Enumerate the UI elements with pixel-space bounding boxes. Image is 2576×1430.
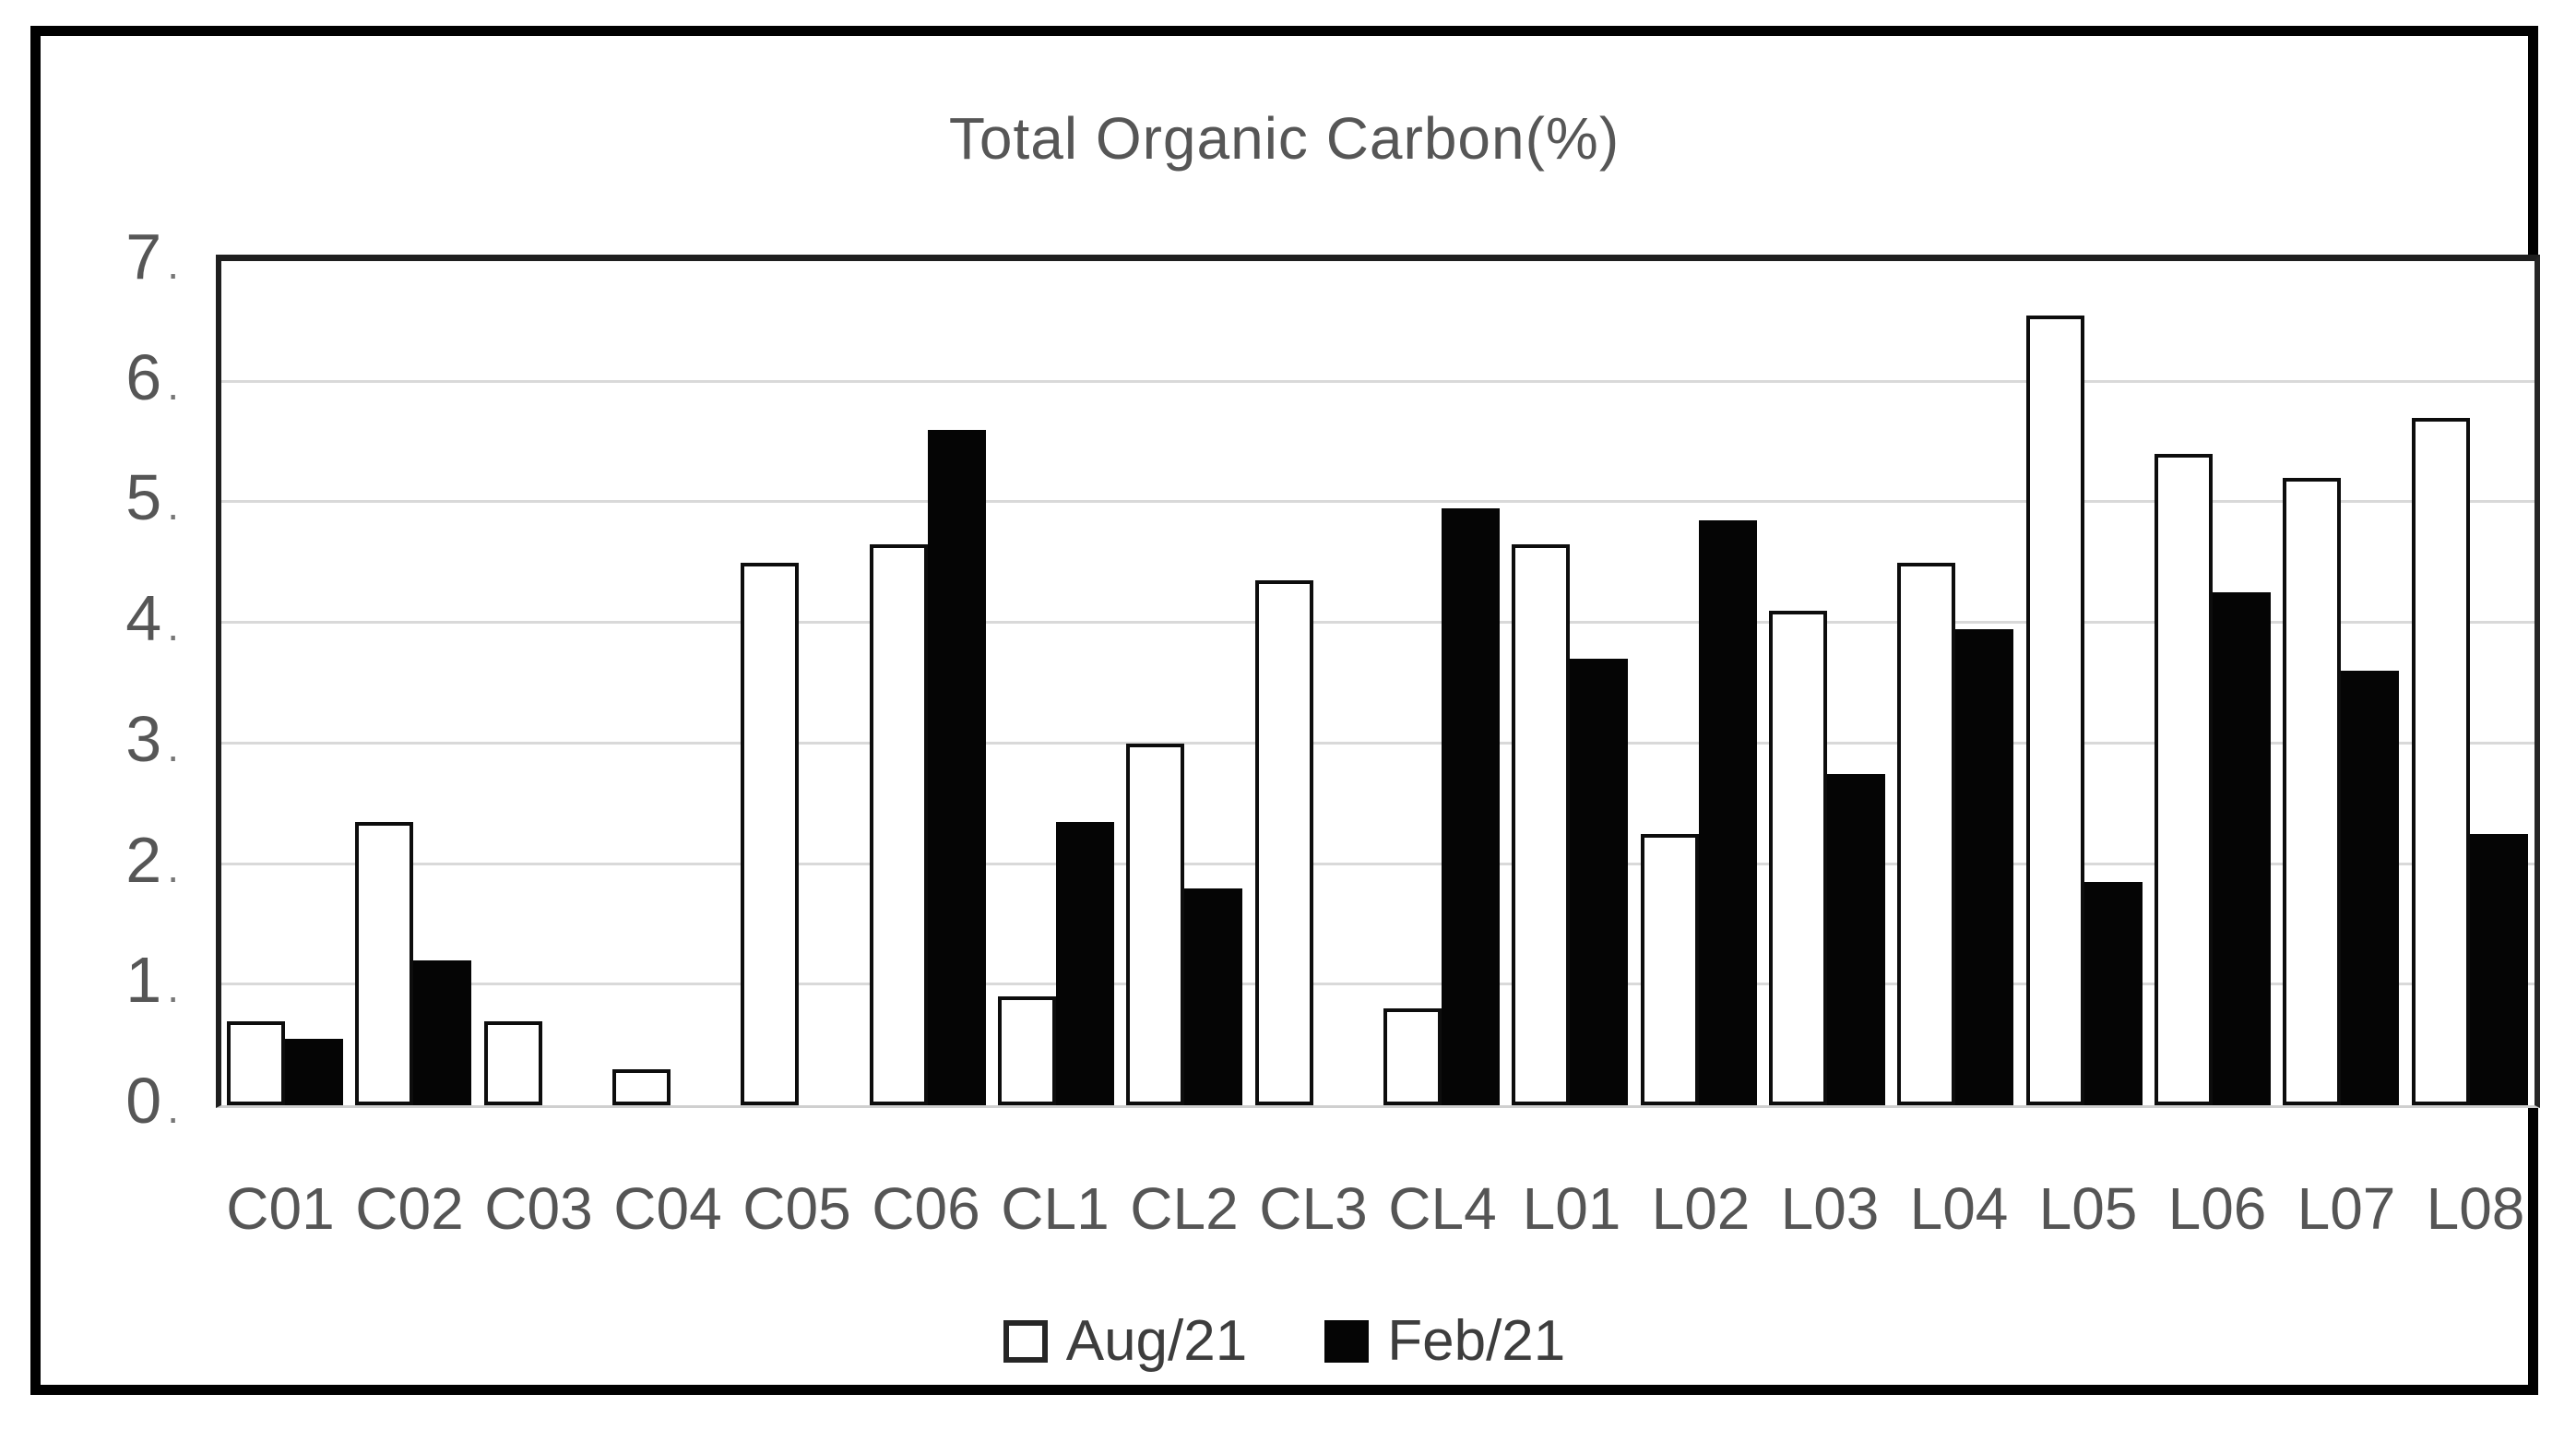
x-axis-label-L03: L03 [1780,1175,1880,1242]
gridline-6 [221,379,2534,383]
chart-title: Total Organic Carbon(%) [948,105,1620,172]
legend-item-feb21: Feb/21 [1324,1311,1565,1372]
gridline-1 [221,983,2534,986]
bar-aug21-L01 [1512,544,1571,1105]
y-tick-label-0: 0 [125,1064,179,1145]
x-axis-label-C02: C02 [355,1175,464,1242]
x-axis-label-CL4: CL4 [1388,1175,1497,1242]
legend-label-feb21: Feb/21 [1387,1309,1566,1373]
bar-feb21-CL4 [1442,507,1500,1105]
legend-swatch-feb21-icon [1324,1320,1370,1363]
bar-feb21-CL1 [1056,821,1114,1105]
y-tick-label-7: 7 [125,220,179,301]
bar-aug21-C04 [612,1068,671,1105]
bar-aug21-C01 [227,1020,285,1105]
bar-feb21-C06 [927,430,986,1105]
x-axis-label-CL3: CL3 [1259,1175,1368,1242]
y-axis: 01234567 [41,220,207,1137]
figure-frame: Total Organic Carbon(%) 01234567 C01C02C… [30,26,2540,1395]
x-axis-label-CL2: CL2 [1130,1175,1239,1242]
bar-aug21-C05 [741,562,800,1105]
legend: Aug/21 Feb/21 [41,1311,2528,1372]
gridline-3 [221,741,2534,745]
x-axis-label-L08: L08 [2426,1175,2525,1242]
bar-feb21-L05 [2083,882,2143,1105]
x-axis-label-C04: C04 [613,1175,722,1242]
bar-aug21-CL2 [1126,743,1185,1105]
bar-aug21-CL1 [998,996,1056,1105]
bar-aug21-L08 [2411,417,2470,1105]
y-tick-label-1: 1 [125,943,179,1024]
gridline-5 [221,500,2534,504]
x-axis-label-C03: C03 [484,1175,593,1242]
bar-feb21-L01 [1570,659,1629,1105]
bar-feb21-CL2 [1184,888,1243,1105]
x-axis-labels: C01 C02 C03 C04 C05 C06 CL1 CL2 CL3 CL4 L01 L02 L03 L… [216,1175,2540,1242]
gridline-2 [221,862,2534,865]
x-axis-label-C05: C05 [742,1175,851,1242]
bar-feb21-C01 [285,1039,343,1105]
x-axis-label-C06: C06 [872,1175,980,1242]
bar-aug21-C02 [355,821,414,1105]
y-tick-label-2: 2 [125,823,179,904]
bar-aug21-C06 [869,544,928,1105]
bar-feb21-L02 [1698,520,1757,1105]
bar-aug21-CL3 [1254,580,1313,1105]
bar-aug21-CL4 [1383,1008,1442,1105]
y-tick-label-5: 5 [125,460,179,542]
legend-item-aug21: Aug/21 [1003,1309,1248,1373]
x-axis-label-L05: L05 [2038,1175,2138,1242]
bar-aug21-L04 [1897,562,1956,1105]
x-axis-label-L01: L01 [1522,1175,1621,1242]
bar-aug21-L02 [1640,833,1699,1105]
bar-feb21-L08 [2469,833,2528,1105]
x-axis-label-C01: C01 [226,1175,335,1242]
y-tick-label-4: 4 [125,581,179,662]
legend-label-aug21: Aug/21 [1065,1309,1248,1373]
x-axis-label-CL1: CL1 [1001,1175,1110,1242]
x-axis-label-L07: L07 [2297,1175,2396,1242]
bar-feb21-L06 [2213,592,2271,1105]
bar-feb21-L03 [1827,773,1885,1105]
bar-aug21-L06 [2155,454,2213,1105]
bar-aug21-L07 [2283,478,2342,1105]
plot-area [216,255,2540,1108]
gridline-4 [221,621,2534,625]
legend-swatch-aug21-icon [1003,1320,1048,1363]
y-tick-label-3: 3 [125,702,179,783]
bar-feb21-L07 [2341,671,2400,1105]
x-axis-label-L04: L04 [1909,1175,2009,1242]
bar-feb21-L04 [1955,628,2014,1105]
y-tick-label-6: 6 [125,340,179,422]
bar-feb21-C02 [413,960,472,1105]
bar-aug21-C03 [483,1020,542,1105]
x-axis-label-L02: L02 [1651,1175,1751,1242]
bar-aug21-L03 [1769,611,1827,1105]
x-axis-label-L06: L06 [2167,1175,2267,1242]
bar-aug21-L05 [2025,315,2084,1105]
